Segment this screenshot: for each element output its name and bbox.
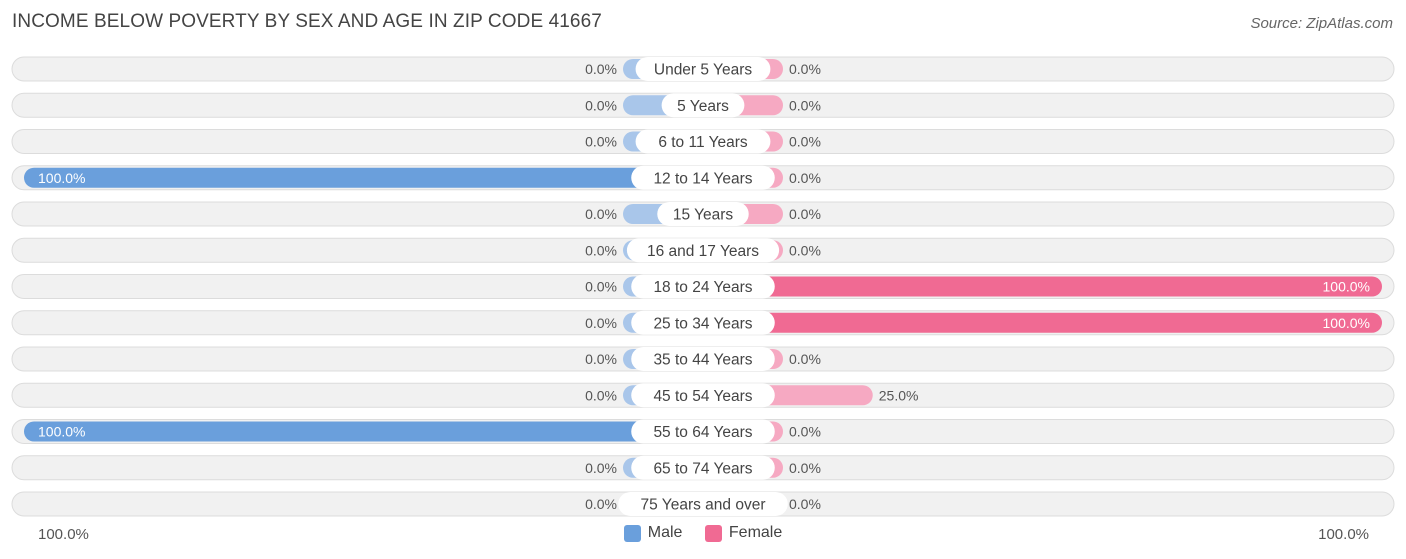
- male-value-label: 0.0%: [585, 279, 617, 295]
- category-label-pill: [631, 419, 775, 444]
- female-value-label: 0.0%: [789, 170, 821, 186]
- category-label-pill: [631, 347, 775, 371]
- category-label: 5 Years: [677, 98, 729, 115]
- female-value-label: 100.0%: [1323, 315, 1370, 331]
- category-label: 55 to 64 Years: [653, 424, 752, 441]
- female-value-label: 0.0%: [789, 134, 821, 150]
- category-label-pill: [631, 455, 775, 480]
- female-value-label: 0.0%: [789, 242, 821, 258]
- category-label-pill: [626, 238, 780, 263]
- male-value-label: 100.0%: [38, 170, 85, 186]
- male-value-label: 0.0%: [585, 351, 617, 367]
- category-label: 15 Years: [673, 207, 734, 224]
- source-label: Source: ZipAtlas.com: [1250, 15, 1393, 32]
- female-value-label: 100.0%: [1323, 279, 1370, 295]
- female-value-label: 25.0%: [879, 387, 919, 403]
- legend-item-male[interactable]: Male: [623, 524, 683, 542]
- male-value-label: 0.0%: [585, 134, 617, 150]
- category-label: 18 to 24 Years: [653, 279, 752, 296]
- chart-title: INCOME BELOW POVERTY BY SEX AND AGE IN Z…: [12, 11, 602, 32]
- category-label: 6 to 11 Years: [658, 134, 748, 151]
- category-label-pill: [661, 93, 745, 118]
- axis-left-label: 100.0%: [38, 526, 89, 543]
- category-label: 35 to 44 Years: [653, 352, 752, 369]
- category-label-pill: [631, 383, 775, 408]
- male-value-label: 0.0%: [585, 460, 617, 476]
- category-label-pill: [631, 165, 775, 190]
- category-label: 12 to 14 Years: [653, 170, 752, 187]
- male-bar: [24, 421, 703, 442]
- bar-chart: Under 5 Years 0.0% 0.0% 5 Years 0.0% 0.0% 6 to…: [11, 56, 1395, 517]
- male-value-label: 0.0%: [585, 61, 617, 77]
- category-label-pill: [635, 129, 771, 154]
- legend-item-female[interactable]: Female: [704, 524, 783, 542]
- category-label-pill: [631, 310, 775, 335]
- category-label: 45 to 54 Years: [653, 388, 752, 405]
- female-value-label: 0.0%: [789, 496, 821, 512]
- category-label-pill: [618, 492, 788, 516]
- male-value-label: 0.0%: [585, 97, 617, 113]
- male-bar: [24, 167, 703, 188]
- male-value-label: 0.0%: [585, 242, 617, 258]
- category-label: 25 to 34 Years: [653, 315, 752, 332]
- male-value-label: 0.0%: [585, 206, 617, 222]
- male-value-label: 0.0%: [585, 496, 617, 512]
- female-bar: [703, 276, 1382, 297]
- male-value-label: 0.0%: [585, 315, 617, 331]
- axis-right-label: 100.0%: [1318, 526, 1369, 543]
- male-value-label: 100.0%: [38, 424, 85, 440]
- category-label-pill: [631, 274, 775, 299]
- female-bar: [703, 312, 1382, 333]
- category-label-pill: [657, 202, 749, 226]
- legend-label-female: Female: [728, 524, 783, 541]
- category-label: 65 to 74 Years: [653, 460, 752, 477]
- legend: Male Female: [0, 524, 1406, 547]
- legend-swatch-female: [704, 524, 722, 542]
- female-value-label: 0.0%: [789, 97, 821, 113]
- male-value-label: 0.0%: [585, 387, 617, 403]
- legend-label-male: Male: [647, 524, 683, 541]
- category-label: 75 Years and over: [641, 497, 766, 514]
- category-label-pill: [635, 57, 771, 81]
- female-value-label: 0.0%: [789, 351, 821, 367]
- female-value-label: 0.0%: [789, 61, 821, 77]
- female-value-label: 0.0%: [789, 206, 821, 222]
- female-value-label: 0.0%: [789, 460, 821, 476]
- female-value-label: 0.0%: [789, 424, 821, 440]
- category-label: 16 and 17 Years: [647, 243, 759, 260]
- legend-swatch-male: [623, 524, 641, 542]
- category-label: Under 5 Years: [654, 62, 752, 79]
